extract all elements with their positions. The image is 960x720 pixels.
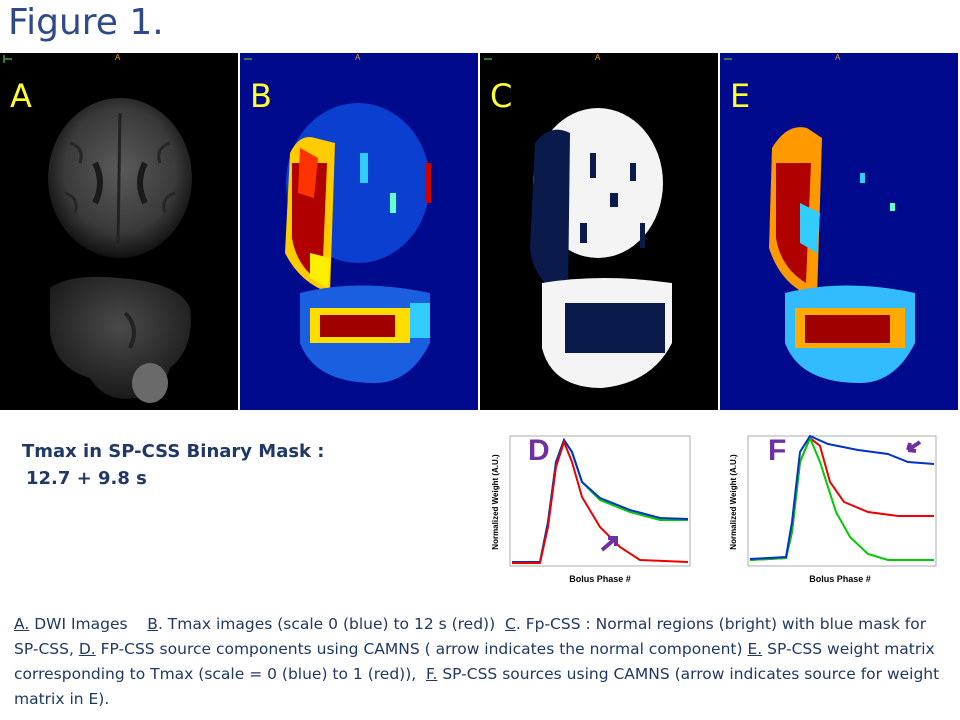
orientation-marker: A bbox=[115, 53, 121, 62]
panel-b-tmax-image: A B bbox=[240, 53, 478, 410]
caption-key-c: C bbox=[505, 615, 516, 633]
dwi-brain-image bbox=[3, 55, 192, 403]
caption-key-a: A. bbox=[14, 615, 30, 633]
panel-e-weight-matrix-image: A E bbox=[720, 53, 958, 410]
plot-f-ylabel: Normalized Weight (A.U.) bbox=[729, 454, 738, 550]
panel-label-a: A bbox=[10, 77, 32, 115]
caption-text-f: SP-CSS sources using CAMNS (arrow indica… bbox=[14, 665, 940, 708]
orientation-marker: A bbox=[355, 53, 361, 62]
caption-text-a: DWI Images bbox=[29, 615, 128, 633]
plot-d-red-curve bbox=[512, 439, 689, 564]
panel-label-b: B bbox=[250, 77, 272, 115]
orientation-marker: A bbox=[595, 53, 601, 62]
tmax-color-map bbox=[240, 53, 478, 410]
plot-d-ylabel: Normalized Weight (A.U.) bbox=[491, 454, 500, 550]
panel-label-e: E bbox=[730, 77, 751, 115]
plot-f-blue-curve bbox=[749, 434, 935, 560]
panel-c-fpcss-image: A C bbox=[480, 53, 718, 410]
plot-d-xlabel: Bolus Phase # bbox=[569, 574, 631, 584]
figure-caption: A. DWI Images B. Tmax images (scale 0 (b… bbox=[14, 612, 949, 712]
plot-d-label: D bbox=[528, 434, 550, 467]
plot-d-fpcss-sources: Normalized Weight (A.U.) Bolus Phase # D bbox=[491, 434, 691, 584]
tmax-summary: Tmax in SP-CSS Binary Mask : 12.7 + 9.8 … bbox=[22, 438, 324, 492]
plot-d-arrow-icon bbox=[600, 536, 618, 552]
weight-matrix-map bbox=[720, 53, 958, 410]
figure-title: Figure 1. bbox=[8, 2, 164, 43]
plot-f-spcss-sources: Normalized Weight (A.U.) Bolus Phase # F bbox=[729, 434, 937, 584]
caption-text-c: . Fp-CSS : Normal regions (bright) with … bbox=[14, 615, 927, 658]
caption-text-b: . Tmax images (scale 0 (blue) to 12 s (r… bbox=[157, 615, 496, 633]
caption-key-d: D. bbox=[78, 640, 96, 658]
caption-key-f: F. bbox=[426, 665, 438, 683]
tmax-value: 12.7 + 9.8 s bbox=[26, 468, 147, 489]
plot-f-arrow-icon bbox=[906, 440, 922, 453]
caption-key-e: E. bbox=[747, 640, 763, 658]
panel-a-dwi-image: A A bbox=[0, 53, 238, 410]
plot-f-xlabel: Bolus Phase # bbox=[809, 574, 871, 584]
plot-f-green-curve bbox=[749, 435, 934, 561]
panel-label-c: C bbox=[490, 77, 513, 115]
caption-text-e: SP-CSS weight matrix corresponding to Tm… bbox=[14, 640, 935, 683]
tmax-heading: Tmax in SP-CSS Binary Mask : bbox=[22, 441, 325, 462]
caption-text-d: FP-CSS source components using CAMNS ( a… bbox=[95, 640, 743, 658]
orientation-marker: A bbox=[835, 53, 841, 62]
fpcss-binary-map bbox=[484, 58, 672, 388]
plot-f-label: F bbox=[768, 434, 786, 467]
caption-key-b: B bbox=[147, 615, 158, 633]
